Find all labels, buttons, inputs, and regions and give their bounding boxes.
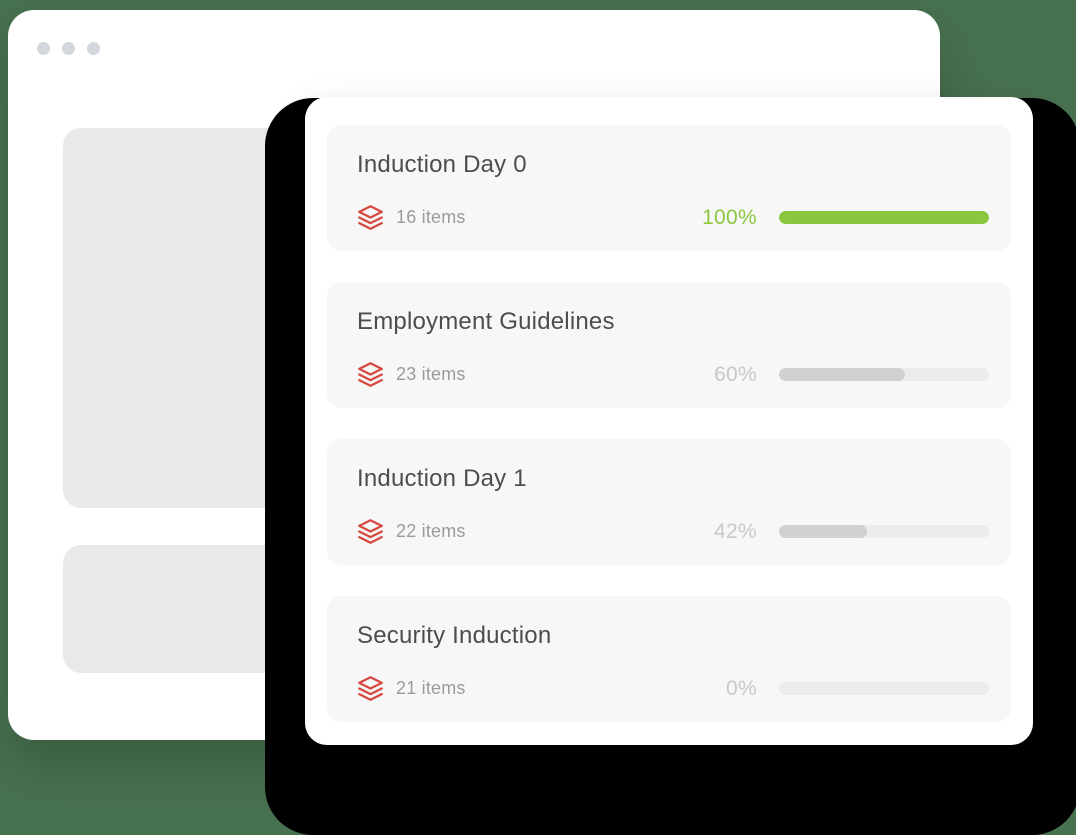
window-controls: [37, 42, 100, 55]
progress-percent-label: 60%: [714, 362, 757, 386]
course-row-induction-day-0[interactable]: Induction Day 0 16 items 100%: [327, 125, 1011, 251]
progress-percent-label: 100%: [702, 205, 757, 229]
window-dot-icon: [37, 42, 50, 55]
progress-bar-fill: [779, 211, 989, 224]
course-meta: 22 items 42%: [357, 518, 989, 545]
progress-bar-fill: [779, 368, 905, 381]
progress-bar-fill: [779, 525, 868, 538]
course-row-employment-guidelines[interactable]: Employment Guidelines 23 items 60%: [327, 282, 1011, 408]
progress-group: 60%: [693, 363, 989, 387]
progress-group: 0%: [693, 677, 989, 701]
progress-bar: [779, 525, 989, 538]
course-meta: 21 items 0%: [357, 675, 989, 702]
course-title: Security Induction: [357, 622, 552, 649]
window-dot-icon: [87, 42, 100, 55]
items-count-label: 21 items: [396, 678, 466, 698]
progress-bar: [779, 682, 989, 695]
items-count-label: 23 items: [396, 364, 466, 384]
progress-percent-label: 0%: [726, 676, 757, 700]
course-title: Induction Day 0: [357, 151, 527, 178]
course-list-card: Induction Day 0 16 items 100% Employment…: [305, 97, 1033, 745]
progress-bar: [779, 368, 989, 381]
progress-group: 100%: [693, 206, 989, 230]
course-row-security-induction[interactable]: Security Induction 21 items 0%: [327, 596, 1011, 722]
progress-percent-label: 42%: [714, 519, 757, 543]
window-dot-icon: [62, 42, 75, 55]
course-title: Induction Day 1: [357, 465, 527, 492]
course-meta: 16 items 100%: [357, 204, 989, 231]
layers-icon: [357, 361, 384, 388]
items-count-label: 16 items: [396, 207, 466, 227]
layers-icon: [357, 518, 384, 545]
layers-icon: [357, 204, 384, 231]
course-meta: 23 items 60%: [357, 361, 989, 388]
course-title: Employment Guidelines: [357, 308, 615, 335]
progress-bar: [779, 211, 989, 224]
progress-group: 42%: [693, 520, 989, 544]
layers-icon: [357, 675, 384, 702]
items-count-label: 22 items: [396, 521, 466, 541]
course-row-induction-day-1[interactable]: Induction Day 1 22 items 42%: [327, 439, 1011, 565]
